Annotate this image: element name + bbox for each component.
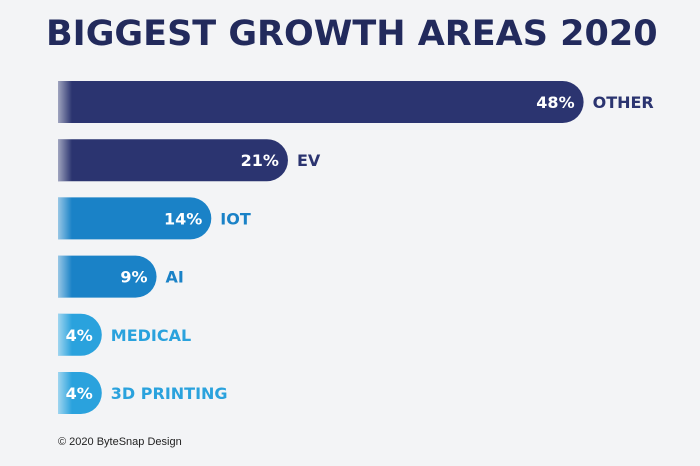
bar-edge-fade	[58, 139, 72, 182]
bar-ai	[58, 255, 157, 298]
category-label: 3D PRINTING	[111, 384, 228, 403]
bar-value-label: 14%	[164, 209, 202, 228]
bar-edge-fade	[58, 255, 72, 298]
bar-iot	[58, 197, 212, 240]
bar-edge-fade	[58, 372, 72, 414]
bar-value-label: 9%	[120, 268, 147, 287]
bar-value-label: 21%	[241, 151, 279, 170]
category-label: EV	[297, 151, 321, 170]
bar-edge-fade	[58, 81, 72, 123]
category-label: MEDICAL	[111, 326, 191, 345]
bar-edge-fade	[58, 197, 72, 240]
bar-other	[58, 81, 584, 123]
bar-edge-fade	[58, 313, 72, 356]
category-label: IOT	[220, 209, 251, 228]
bar-ev	[58, 139, 288, 182]
bar-value-label: 4%	[66, 384, 93, 403]
bar-value-label: 48%	[536, 93, 574, 112]
category-label: AI	[166, 268, 184, 287]
copyright-footer: © 2020 ByteSnap Design	[58, 436, 182, 448]
bar-value-label: 4%	[66, 326, 93, 345]
chart-title: BIGGEST GROWTH AREAS 2020	[46, 14, 658, 54]
category-label: OTHER	[593, 93, 654, 112]
